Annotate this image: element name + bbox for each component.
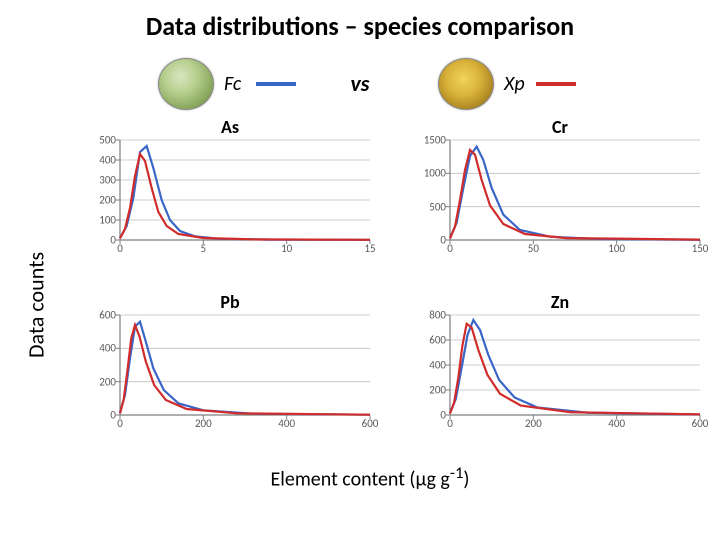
plot-area (450, 140, 700, 240)
x-tick-labels: 050100150 (450, 242, 700, 256)
chart-panel-cr: Cr050010001500050100150 (410, 120, 710, 275)
tick-label: 0 (440, 234, 446, 247)
tick-label: 0 (110, 234, 116, 247)
tick-label: 300 (99, 174, 116, 187)
series-fc (450, 320, 700, 415)
tick-label: 200 (429, 384, 446, 397)
x-axis-label: Element content (µg g-1) (40, 463, 700, 492)
tick-label: 1000 (424, 167, 446, 180)
panel-title: Pb (80, 291, 380, 313)
tick-label: 400 (99, 154, 116, 167)
chart-panel-as: As0100200300400500051015 (80, 120, 380, 275)
series-xp (120, 325, 370, 415)
fc-label: Fc (224, 72, 241, 96)
tick-label: 200 (99, 194, 116, 207)
fc-color-swatch (256, 82, 296, 86)
y-axis-label: Data counts (23, 252, 50, 358)
tick-label: 200 (99, 375, 116, 388)
tick-label: 0 (110, 409, 116, 422)
tick-label: 1500 (424, 134, 446, 147)
series-fc (450, 147, 700, 240)
x-tick-labels: 051015 (120, 242, 370, 256)
series-xp (450, 324, 700, 415)
chart-panel-pb: Pb02004006000200400600 (80, 295, 380, 450)
x-tick-labels: 0200400600 (120, 417, 370, 431)
panel-title: Zn (410, 291, 710, 313)
y-tick-labels: 0200400600 (80, 315, 116, 415)
tick-label: 400 (429, 359, 446, 372)
series-fc (120, 322, 370, 415)
tick-label: 600 (99, 309, 116, 322)
series-xp (450, 150, 700, 240)
xp-image (438, 58, 494, 110)
slide-title: Data distributions – species comparison (0, 10, 720, 42)
tick-label: 500 (99, 134, 116, 147)
plot-area (120, 315, 370, 415)
tick-label: 400 (99, 342, 116, 355)
fc-image (158, 58, 214, 110)
panel-title: As (80, 116, 380, 138)
plot-area (120, 140, 370, 240)
y-tick-labels: 0200400600800 (410, 315, 446, 415)
tick-label: 500 (429, 200, 446, 213)
series-xp (120, 154, 370, 240)
xp-color-swatch (536, 82, 576, 86)
x-tick-labels: 0200400600 (450, 417, 700, 431)
tick-label: 800 (429, 309, 446, 322)
chart-panel-zn: Zn02004006008000200400600 (410, 295, 710, 450)
slide: Data distributions – species comparison … (0, 0, 720, 540)
xp-label: Xp (504, 72, 525, 96)
plot-area (450, 315, 700, 415)
charts-area: Data counts Element content (µg g-1) As0… (40, 120, 700, 490)
legend: Fc vs Xp (0, 56, 720, 112)
tick-label: 600 (429, 334, 446, 347)
vs-label: vs (351, 70, 370, 97)
tick-label: 0 (440, 409, 446, 422)
panel-title: Cr (410, 116, 710, 138)
y-tick-labels: 050010001500 (410, 140, 446, 240)
y-tick-labels: 0100200300400500 (80, 140, 116, 240)
tick-label: 100 (99, 214, 116, 227)
